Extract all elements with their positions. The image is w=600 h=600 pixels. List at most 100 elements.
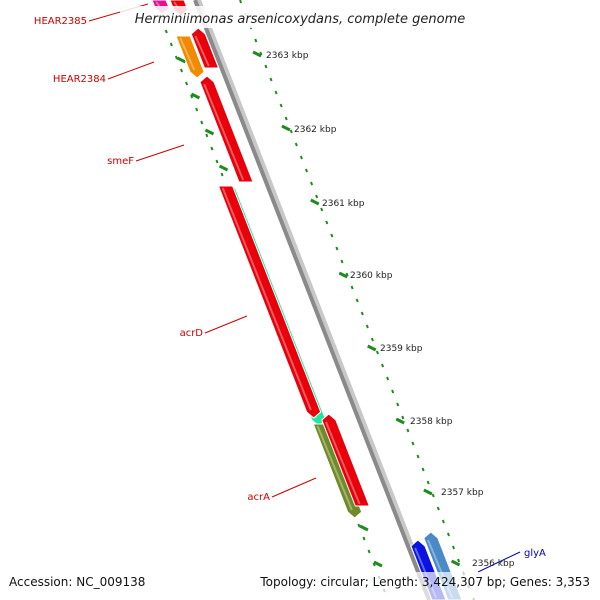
guide-dot — [279, 103, 283, 108]
guide-dot — [386, 376, 390, 381]
tick-label-2359: 2359 kbp — [380, 344, 423, 354]
gene-HEAR2385-highlight — [155, 1, 161, 7]
guide-dot — [446, 532, 450, 537]
minor-tick — [190, 92, 201, 100]
gene-HEAR2384 — [175, 35, 205, 79]
major-tick — [450, 559, 461, 567]
guide-dot — [200, 120, 204, 125]
guide-dot — [406, 428, 410, 433]
tick-label-2360: 2360 kbp — [350, 271, 393, 281]
major-tick — [338, 271, 348, 279]
guide-dot — [396, 402, 400, 407]
major-tick — [423, 488, 433, 496]
gene-smeF — [199, 75, 254, 183]
label-acrA: acrA — [247, 492, 270, 503]
guide-dot — [264, 64, 268, 69]
guide-dot — [215, 159, 219, 164]
minor-tick — [359, 524, 369, 532]
major-tick — [252, 50, 262, 58]
guide-dot — [169, 42, 173, 47]
gene-smeF-highlight — [203, 83, 245, 181]
guide-dot — [431, 493, 435, 498]
tick-label-2358: 2358 kbp — [410, 417, 453, 427]
guide-dot — [357, 523, 361, 528]
kbp-labels: 2363 kbp 2362 kbp 2361 kbp 2360 kbp 2359… — [266, 51, 515, 569]
topology-text: Topology: circular; Length: 3,424,307 bp… — [259, 575, 590, 589]
label-HEAR2384-leader — [107, 61, 155, 80]
label-HEAR2385: HEAR2385 — [34, 16, 87, 27]
label-smeF-leader — [135, 144, 185, 162]
guide-dot — [370, 337, 374, 342]
label-acrD-leader — [204, 315, 248, 334]
tick-label-2356: 2356 kbp — [472, 559, 515, 569]
feature-red-b-highlight — [221, 187, 312, 411]
guide-dot — [185, 81, 189, 86]
guide-dot — [401, 415, 405, 420]
tick-label-2362: 2362 kbp — [294, 125, 337, 135]
gene-HEAR2384-highlight — [179, 37, 196, 71]
guide-dot — [367, 549, 371, 554]
major-tick — [367, 344, 377, 352]
guide-dot — [320, 207, 324, 212]
guide-dot — [299, 155, 303, 160]
minor-tick — [204, 128, 215, 136]
guide-dot — [381, 363, 385, 368]
tick-label-2357: 2357 kbp — [441, 488, 484, 498]
guide-dot — [391, 389, 395, 394]
guide-dot — [416, 454, 420, 459]
major-tick — [310, 198, 320, 206]
guide-dot — [164, 29, 168, 34]
guide-dot — [315, 194, 319, 199]
minor-tick — [176, 56, 187, 64]
footer-backdrop — [0, 572, 600, 600]
guide-dot — [330, 233, 334, 238]
major-tick — [395, 417, 405, 425]
guide-outer-right — [239, 0, 476, 600]
label-glyA-leader — [477, 551, 521, 573]
guide-dot — [269, 77, 273, 82]
gene-labels: HEAR2385 HEAR2384 smeF acrD acrA glyA — [34, 3, 546, 573]
guide-dot — [205, 133, 209, 138]
genome-backbone — [193, 0, 435, 600]
guide-dot — [436, 506, 440, 511]
guide-dot — [284, 116, 288, 121]
feature-red-a — [190, 27, 220, 69]
minor-tick — [373, 560, 383, 568]
guide-dot — [210, 146, 214, 151]
guide-dot — [294, 142, 298, 147]
guide-dot — [335, 246, 339, 251]
gene-acrA-highlight — [316, 425, 353, 511]
guide-dot — [274, 90, 278, 95]
guide-dot — [310, 181, 314, 186]
guide-dot — [304, 168, 309, 173]
guide-dot — [452, 545, 456, 550]
guide-dot — [362, 536, 366, 541]
feature-red-b — [217, 185, 322, 419]
label-glyA: glyA — [524, 548, 546, 559]
guide-dot — [220, 172, 224, 177]
guide-dot — [355, 298, 359, 303]
title-backdrop — [120, 6, 480, 28]
guide-dot — [289, 129, 293, 134]
guide-dot — [239, 0, 243, 4]
guide-dot — [375, 350, 379, 355]
guide-dot — [421, 467, 425, 472]
label-HEAR2384: HEAR2384 — [53, 74, 106, 85]
guide-dot — [365, 324, 369, 329]
map-title: Herminiimonas arsenicoxydans, complete g… — [135, 12, 465, 27]
feature-red-a-highlight — [194, 35, 210, 67]
major-tick — [281, 124, 291, 132]
label-acrA-leader — [271, 477, 317, 498]
label-acrD: acrD — [180, 328, 204, 339]
guide-dot — [441, 519, 445, 524]
guide-dot — [254, 38, 258, 43]
label-smeF: smeF — [107, 156, 134, 167]
feature-red-c — [321, 413, 371, 507]
guide-dot — [457, 558, 461, 563]
guide-dot — [325, 220, 329, 225]
guide-dot — [174, 55, 178, 60]
tick-label-2363: 2363 kbp — [266, 51, 309, 61]
guide-dot — [195, 107, 199, 112]
